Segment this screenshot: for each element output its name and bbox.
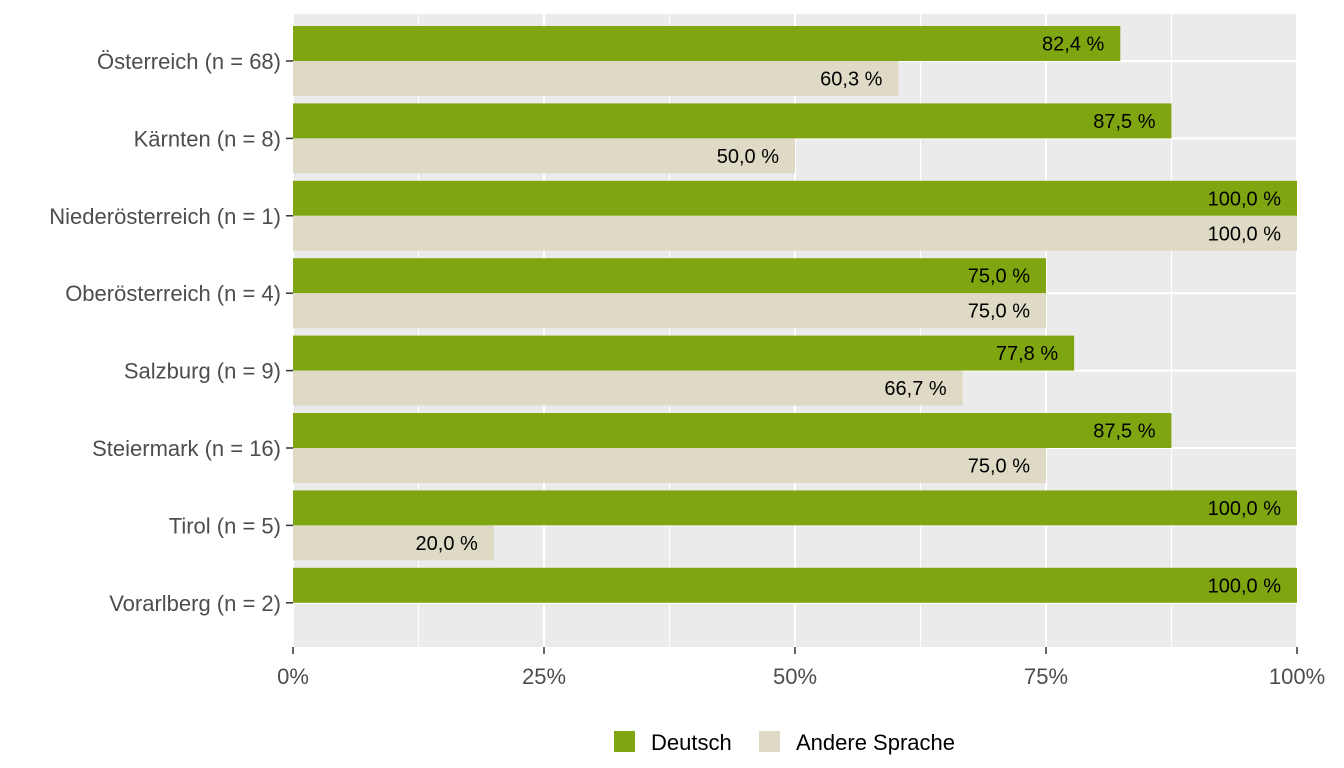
bar-andere-sprache (293, 215, 1297, 251)
data-label: 60,3 % (820, 69, 882, 91)
legend-label-deutsch: Deutsch (651, 730, 732, 755)
category-label: Österreich (n = 68) (97, 49, 281, 74)
bar-deutsch (293, 103, 1172, 139)
data-label: 100,0 % (1208, 223, 1282, 245)
bar-andere-sprache (293, 138, 795, 174)
legend: Deutsch Andere Sprache (614, 730, 955, 755)
data-label: 100,0 % (1208, 188, 1282, 210)
bar-deutsch (293, 180, 1297, 216)
category-label: Niederösterreich (n = 1) (49, 204, 281, 229)
x-axis: 0% 25% 50% 75% 100% (277, 647, 1325, 689)
legend-label-andere-sprache: Andere Sprache (796, 730, 955, 755)
data-label: 66,7 % (884, 378, 946, 400)
legend-key-andere-sprache (759, 731, 780, 752)
data-label: 75,0 % (968, 456, 1030, 478)
bar-andere-sprache (293, 525, 494, 561)
bar-andere-sprache (293, 61, 899, 96)
data-label: 77,8 % (996, 343, 1058, 365)
bar-deutsch (293, 258, 1046, 294)
legend-key-deutsch (614, 731, 635, 752)
bar-andere-sprache (293, 370, 963, 406)
bar-deutsch (293, 413, 1172, 448)
category-label: Oberösterreich (n = 4) (65, 281, 281, 306)
bars (293, 26, 1297, 603)
data-label: 100,0 % (1208, 575, 1282, 597)
data-label: 87,5 % (1093, 111, 1155, 133)
y-axis: Österreich (n = 68) Kärnten (n = 8) Nieder… (49, 49, 293, 616)
x-tick-label: 100% (1269, 664, 1325, 689)
category-label: Tirol (n = 5) (169, 513, 281, 538)
x-tick-label: 25% (522, 664, 566, 689)
data-label: 50,0 % (717, 146, 779, 168)
bar-deutsch (293, 26, 1121, 61)
x-tick-label: 50% (773, 664, 817, 689)
bar-deutsch (293, 490, 1297, 526)
x-tick-label: 0% (277, 664, 309, 689)
data-labels: 82,4 % 60,3 % 87,5 % 50,0 % 100,0 % 100,0 % 75… (416, 34, 1282, 598)
bar-andere-sprache (293, 293, 1046, 329)
data-label: 75,0 % (968, 266, 1030, 288)
data-label: 20,0 % (416, 533, 478, 555)
bar-deutsch (293, 567, 1297, 603)
category-label: Steiermark (n = 16) (92, 436, 281, 461)
data-label: 75,0 % (968, 301, 1030, 323)
x-tick-label: 75% (1024, 664, 1068, 689)
data-label: 87,5 % (1093, 421, 1155, 443)
category-label: Kärnten (n = 8) (134, 126, 281, 151)
bar-deutsch (293, 335, 1075, 371)
bar-andere-sprache (293, 448, 1046, 483)
data-label: 100,0 % (1208, 498, 1282, 520)
category-label: Vorarlberg (n = 2) (109, 591, 281, 616)
data-label: 82,4 % (1042, 34, 1104, 56)
category-label: Salzburg (n = 9) (124, 359, 281, 384)
